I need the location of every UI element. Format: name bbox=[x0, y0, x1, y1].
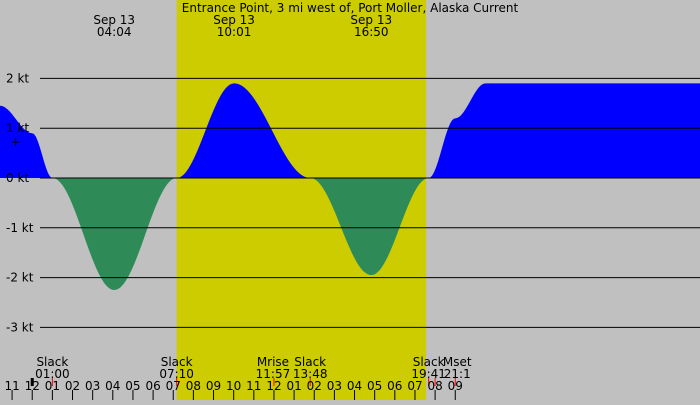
y-tick-label: 1 kt bbox=[6, 121, 29, 135]
event-name-label: Slack bbox=[36, 355, 68, 369]
x-tick-label: 02 bbox=[307, 379, 322, 393]
x-tick-label: 04 bbox=[105, 379, 120, 393]
event-time-label: 07:10 bbox=[159, 367, 194, 381]
peak-date-label: Sep 13 bbox=[93, 13, 135, 27]
event-time-label: 01:00 bbox=[35, 367, 70, 381]
x-tick-label: 08 bbox=[186, 379, 201, 393]
y-tick-label: 0 kt bbox=[6, 171, 29, 185]
x-tick-label: 05 bbox=[367, 379, 382, 393]
event-name-label: Mset bbox=[443, 355, 472, 369]
current-position-marker: + bbox=[11, 135, 21, 149]
x-tick-label: 07 bbox=[407, 379, 422, 393]
event-name-label: Mrise bbox=[257, 355, 289, 369]
x-tick-label: 11 bbox=[246, 379, 261, 393]
x-tick-label: 01 bbox=[286, 379, 301, 393]
event-time-label: 11:57 bbox=[256, 367, 291, 381]
x-tick-label: 06 bbox=[145, 379, 160, 393]
flood-current-area bbox=[0, 83, 700, 178]
x-tick-label: 11 bbox=[4, 379, 19, 393]
peak-time-label: 10:01 bbox=[217, 25, 252, 39]
x-tick-label: 02 bbox=[65, 379, 80, 393]
x-tick-label: 05 bbox=[125, 379, 140, 393]
peak-time-label: 04:04 bbox=[97, 25, 132, 39]
x-tick-label: 12 bbox=[25, 379, 40, 393]
peak-date-label: Sep 13 bbox=[213, 13, 255, 27]
x-tick-label: 01 bbox=[45, 379, 60, 393]
peak-date-label: Sep 13 bbox=[350, 13, 392, 27]
event-name-label: Slack bbox=[413, 355, 445, 369]
x-tick-label: 03 bbox=[327, 379, 342, 393]
y-tick-label: 2 kt bbox=[6, 71, 29, 85]
x-tick-label: 09 bbox=[448, 379, 463, 393]
chart-title: Entrance Point, 3 mi west of, Port Molle… bbox=[182, 1, 519, 15]
event-name-label: Slack bbox=[161, 355, 193, 369]
x-tick-label: 10 bbox=[226, 379, 241, 393]
event-time-label: 13:48 bbox=[293, 367, 328, 381]
ebb-current-area bbox=[0, 178, 700, 290]
x-tick-label: 08 bbox=[427, 379, 442, 393]
peak-time-label: 16:50 bbox=[354, 25, 389, 39]
x-tick-label: 12 bbox=[266, 379, 281, 393]
y-tick-label: -3 kt bbox=[6, 320, 34, 334]
x-tick-label: 03 bbox=[85, 379, 100, 393]
x-tick-label: 09 bbox=[206, 379, 221, 393]
x-tick-label: 04 bbox=[347, 379, 362, 393]
y-tick-label: -1 kt bbox=[6, 221, 34, 235]
x-tick-label: 07 bbox=[166, 379, 181, 393]
event-time-label: 21:1 bbox=[444, 367, 471, 381]
x-tick-label: 06 bbox=[387, 379, 402, 393]
event-name-label: Slack bbox=[294, 355, 326, 369]
event-time-label: 19:41 bbox=[411, 367, 446, 381]
y-tick-label: -2 kt bbox=[6, 271, 34, 285]
